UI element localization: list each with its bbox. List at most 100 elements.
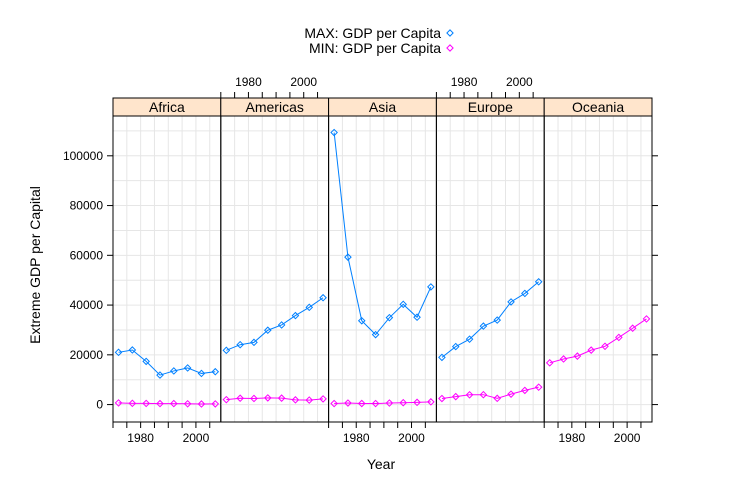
data-point	[291, 311, 300, 320]
panel-frame	[328, 115, 437, 423]
y-tick-label: 0	[96, 398, 103, 412]
data-point	[344, 253, 352, 261]
gridlines	[113, 116, 221, 422]
x-tick-label: 1980	[343, 431, 370, 445]
strip-label: Oceania	[572, 99, 624, 115]
data-point	[642, 315, 651, 323]
panel-europe: Europe	[435, 97, 545, 423]
y-tick-label: 40000	[70, 298, 104, 312]
data-point	[169, 399, 178, 408]
strip-label: Europe	[468, 99, 513, 115]
data-point	[156, 371, 164, 379]
data-point	[479, 390, 488, 399]
data-point	[451, 342, 460, 351]
panel-frame	[112, 115, 222, 423]
data-point	[128, 346, 137, 354]
data-point	[479, 322, 488, 330]
x-tick-label: 1980	[127, 431, 154, 445]
data-point	[277, 394, 286, 402]
gridlines	[220, 116, 329, 422]
data-point	[169, 367, 178, 375]
data-point	[236, 340, 244, 349]
panel-frame	[435, 115, 545, 423]
data-point	[521, 289, 529, 298]
data-point	[465, 390, 474, 399]
series-line	[334, 401, 431, 405]
data-point	[385, 313, 394, 322]
data-point	[438, 394, 446, 403]
x-tick-label: 2000	[398, 431, 425, 445]
data-point	[183, 399, 192, 408]
strip-label: Asia	[369, 99, 396, 115]
panel-frame	[543, 115, 653, 423]
data-point	[534, 277, 543, 286]
data-point	[534, 383, 543, 391]
data-point	[197, 369, 206, 378]
data-point	[319, 293, 327, 302]
data-point	[211, 367, 220, 376]
data-point	[587, 346, 596, 354]
y-tick-label: 60000	[70, 248, 104, 262]
data-point	[507, 390, 515, 398]
gridlines	[544, 116, 652, 422]
data-point	[399, 398, 408, 407]
x-tick-label: 1980	[235, 75, 262, 89]
data-point	[465, 335, 474, 343]
series-line	[441, 281, 539, 358]
data-point	[250, 394, 258, 403]
axes: 1980 2000 1980 2000 1980 2000 1980 2000 1980 2000…	[63, 75, 658, 445]
x-axis-title: Year	[367, 456, 396, 472]
panel-asia: Asia	[328, 97, 437, 423]
data-point	[438, 353, 446, 362]
data-point	[222, 395, 231, 404]
data-point	[413, 313, 421, 322]
x-tick-label: 1980	[558, 431, 585, 445]
data-point	[371, 330, 380, 339]
y-tick-label: 80000	[70, 199, 104, 213]
gridlines	[328, 116, 437, 422]
data-point	[427, 283, 435, 291]
gridlines	[436, 116, 545, 422]
data-point	[128, 399, 137, 408]
data-point	[263, 326, 272, 335]
data-point	[357, 399, 366, 408]
panel-oceania: Oceania	[543, 97, 653, 423]
data-point	[344, 399, 352, 407]
x-tick-label: 2000	[183, 431, 210, 445]
data-point	[277, 321, 286, 329]
data-point	[222, 346, 231, 355]
data-point	[183, 364, 192, 372]
legend-label: MAX: GDP per Capita	[304, 25, 441, 41]
y-tick-label: 100000	[63, 149, 103, 163]
panel-americas: Americas	[220, 97, 330, 423]
legend-label: MIN: GDP per Capita	[309, 40, 441, 56]
data-point	[615, 333, 623, 342]
data-point	[142, 399, 150, 408]
data-point	[142, 357, 150, 366]
x-tick-label: 2000	[506, 75, 533, 89]
data-point	[493, 316, 502, 324]
series-line	[118, 402, 216, 405]
panels: Africa Americas Asia Europe Oceania	[112, 97, 653, 423]
data-point	[330, 128, 338, 137]
series-line	[333, 132, 432, 336]
data-point	[493, 394, 502, 403]
data-point	[330, 399, 338, 408]
data-point	[250, 338, 258, 347]
data-point	[573, 352, 582, 360]
data-point	[236, 394, 244, 403]
data-point	[357, 316, 366, 325]
legend-marker	[446, 29, 454, 37]
y-tick-label: 20000	[70, 348, 104, 362]
panel-frame	[220, 115, 330, 423]
data-point	[156, 399, 164, 408]
y-axis-title: Extreme GDP per Capital	[27, 186, 43, 344]
data-point	[413, 398, 421, 407]
data-point	[305, 303, 314, 312]
data-point	[559, 355, 568, 363]
data-point	[427, 398, 435, 406]
data-point	[319, 395, 327, 403]
data-point	[545, 359, 554, 367]
